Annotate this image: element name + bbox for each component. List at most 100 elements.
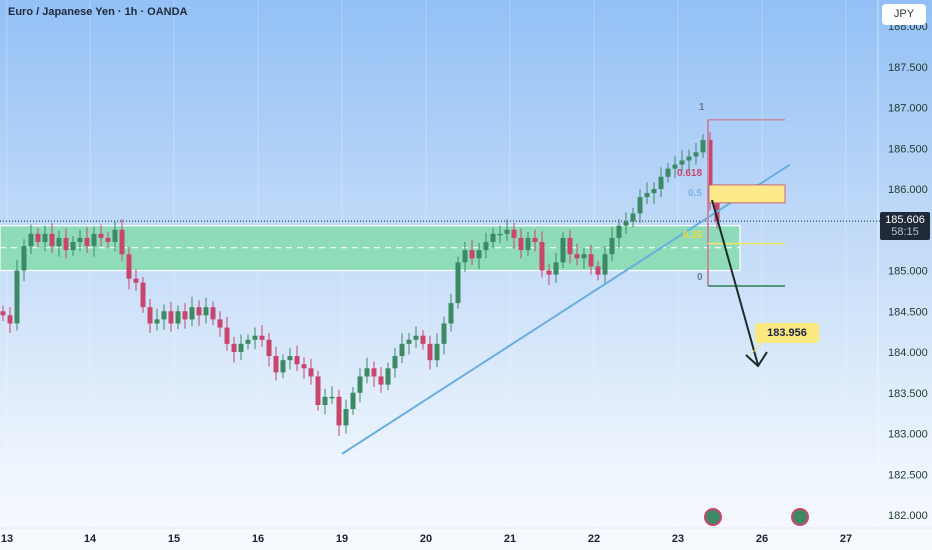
candle-body xyxy=(14,270,20,324)
price-tick: 183.500 xyxy=(888,388,928,400)
candle xyxy=(259,325,265,347)
candle xyxy=(616,218,622,249)
candle-body xyxy=(609,237,615,255)
candle xyxy=(448,293,454,332)
candle xyxy=(210,301,216,326)
candle-body xyxy=(105,237,111,242)
candle xyxy=(112,221,118,252)
candle xyxy=(287,347,293,370)
candle-body xyxy=(168,311,174,324)
candle-body xyxy=(497,233,503,236)
candle-body xyxy=(217,319,223,328)
candle xyxy=(427,335,433,370)
trendline xyxy=(341,163,791,455)
candle-body xyxy=(707,140,713,202)
time-tick: 13 xyxy=(1,533,13,545)
price-tick: 187.500 xyxy=(888,62,928,74)
candle xyxy=(399,333,405,364)
currency-button[interactable]: JPY xyxy=(882,4,926,25)
candle-body xyxy=(56,237,62,247)
candle xyxy=(469,239,475,266)
candle xyxy=(693,142,699,165)
candle xyxy=(266,332,272,367)
candle xyxy=(476,243,482,269)
candle-body xyxy=(546,270,552,275)
candle xyxy=(224,316,230,351)
candle-body xyxy=(518,237,524,251)
candle xyxy=(623,212,629,234)
candle-body xyxy=(525,237,531,251)
candle xyxy=(518,228,524,259)
candle-body xyxy=(154,319,160,324)
candle-body xyxy=(238,343,244,352)
candle xyxy=(504,219,510,241)
candle-body xyxy=(455,262,461,304)
candle-body xyxy=(686,156,692,161)
time-tick: 21 xyxy=(504,533,516,545)
candle-body xyxy=(371,368,377,377)
candle xyxy=(21,239,27,282)
candle-body xyxy=(329,396,335,399)
candle xyxy=(441,316,447,355)
candle-body xyxy=(7,315,13,324)
price-tick: 187.000 xyxy=(888,103,928,115)
candle-body xyxy=(665,168,671,177)
candle-body xyxy=(273,356,279,373)
candle xyxy=(665,162,671,183)
candle xyxy=(462,241,468,272)
candle-body xyxy=(469,250,475,259)
target-price-label[interactable]: 183.956 xyxy=(755,323,819,343)
candle-body xyxy=(336,396,342,426)
candle-body xyxy=(574,254,580,259)
event-icon xyxy=(791,508,809,526)
candle-body xyxy=(322,396,328,405)
candle xyxy=(105,232,111,248)
candle-body xyxy=(364,368,370,377)
candle-body xyxy=(49,233,55,247)
candle xyxy=(182,303,188,329)
price-tick: 182.000 xyxy=(888,510,928,522)
candle xyxy=(217,311,223,337)
fib-label: 0.25 xyxy=(683,230,703,241)
candle xyxy=(700,134,706,159)
target-connector xyxy=(749,342,763,356)
candle-body xyxy=(189,307,195,320)
candle-body xyxy=(140,282,146,308)
candle xyxy=(637,189,643,223)
candle xyxy=(483,232,489,259)
arrow-head xyxy=(745,351,768,368)
candle xyxy=(525,232,531,256)
candle xyxy=(567,229,573,264)
candle-body xyxy=(427,343,433,361)
current-price: 185.606 xyxy=(885,214,925,226)
candle xyxy=(126,247,132,290)
candle xyxy=(252,327,258,350)
candle-body xyxy=(301,364,307,369)
candle xyxy=(329,386,335,404)
candle-body xyxy=(651,189,657,194)
candle-body xyxy=(413,335,419,340)
projection-arrow xyxy=(711,199,759,366)
candle xyxy=(133,269,139,291)
price-tick: 184.000 xyxy=(888,347,928,359)
candle-body xyxy=(315,376,321,405)
price-tick: 186.000 xyxy=(888,184,928,196)
candle-body xyxy=(581,254,587,259)
time-tick: 22 xyxy=(588,533,600,545)
candle-body xyxy=(700,140,706,153)
candle-body xyxy=(385,368,391,385)
candle-body xyxy=(343,409,349,426)
candle xyxy=(658,167,664,198)
candle xyxy=(679,149,685,172)
candle xyxy=(532,229,538,252)
candle-body xyxy=(245,339,251,344)
candle xyxy=(280,354,286,379)
candle xyxy=(497,225,503,244)
candle xyxy=(336,389,342,436)
candle-body xyxy=(126,254,132,279)
candle-body xyxy=(210,307,216,320)
candle xyxy=(630,207,636,228)
candle xyxy=(546,263,552,286)
